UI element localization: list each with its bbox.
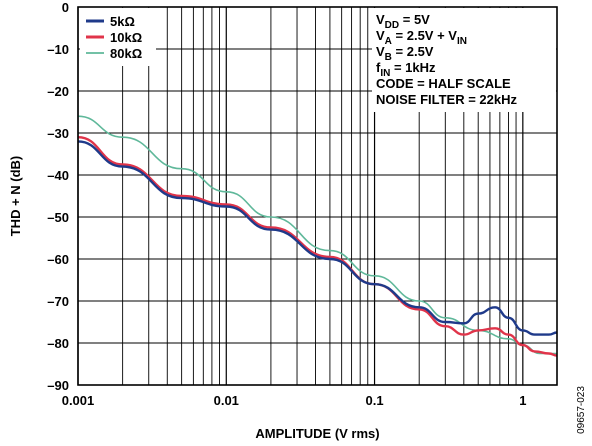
y-tick-label: –70	[47, 294, 69, 309]
tick-labels: 0.001 0.01 0.1 1 0 –10 –20 –30 –40 –50 –60 –70 –80 –9…	[47, 0, 526, 408]
plot-frame	[77, 6, 558, 386]
annotation-line: fIN = 1kHz	[376, 60, 436, 79]
grid-lines	[77, 6, 557, 386]
y-tick-label: –40	[47, 168, 69, 183]
x-tick-label: 0.1	[366, 393, 384, 408]
series-line-80k	[77, 115, 557, 355]
x-tick-label: 1	[519, 393, 526, 408]
y-tick-label: –10	[47, 42, 69, 57]
x-axis-title: AMPLITUDE (V rms)	[255, 426, 379, 441]
y-tick-label: –80	[47, 336, 69, 351]
annotation-line: CODE = HALF SCALE	[376, 76, 511, 91]
x-tick-label: 0.001	[62, 393, 95, 408]
y-tick-label: –30	[47, 126, 69, 141]
legend-label-10k: 10kΩ	[110, 30, 142, 45]
y-axis-title: THD + N (dB)	[8, 156, 23, 237]
y-tick-label: –90	[47, 378, 69, 393]
series-line-10k	[77, 136, 558, 357]
y-tick-label: –20	[47, 84, 69, 99]
y-tick-label: –50	[47, 210, 69, 225]
series-line-5k	[77, 140, 558, 336]
series-lines	[77, 115, 558, 357]
annotation-line: VA = 2.5V + VIN	[376, 28, 467, 47]
annotation-line: VB = 2.5V	[376, 44, 434, 63]
y-tick-label: 0	[62, 0, 69, 15]
y-tick-label: –60	[47, 252, 69, 267]
annotation-line: NOISE FILTER = 22kHz	[376, 92, 517, 107]
figure-id: 09657-023	[576, 386, 587, 434]
annotation-background	[372, 8, 556, 112]
x-tick-label: 0.01	[214, 393, 239, 408]
legend-label-5k: 5kΩ	[110, 14, 135, 29]
annotation-line: VDD = 5V	[376, 12, 430, 31]
legend-label-80k: 80kΩ	[110, 46, 142, 61]
